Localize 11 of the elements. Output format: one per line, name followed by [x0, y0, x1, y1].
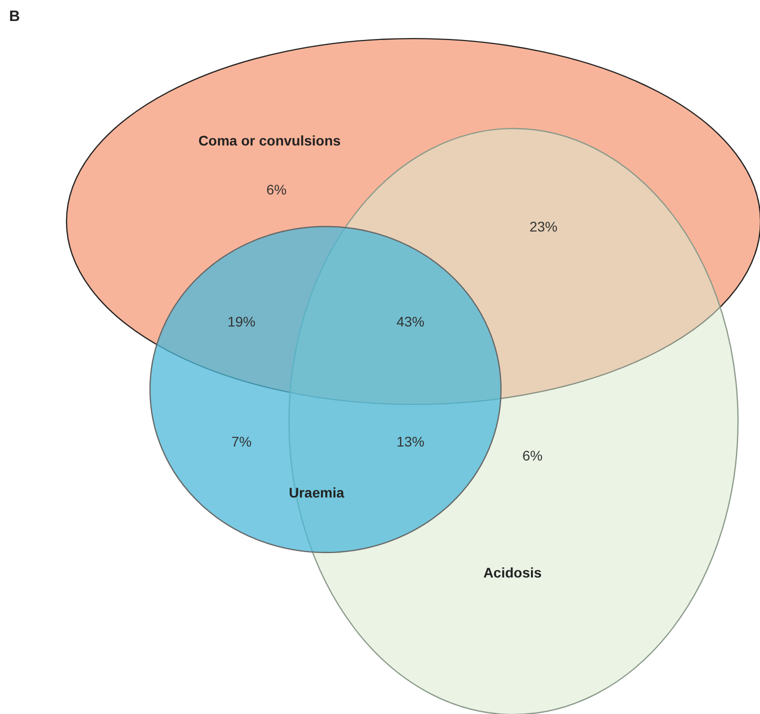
data-label: 23%: [529, 218, 558, 234]
text: Coma or convulsions: [198, 132, 341, 148]
data-label: 43%: [396, 314, 425, 330]
text: Acidosis: [483, 564, 542, 580]
text: B: [9, 8, 20, 25]
data-label: 7%: [231, 434, 252, 450]
text: Uraemia: [288, 484, 344, 500]
data-label: 6%: [522, 448, 543, 464]
data-label: 19%: [227, 314, 256, 330]
data-label: 6%: [266, 182, 287, 198]
data-label: 13%: [396, 434, 425, 450]
